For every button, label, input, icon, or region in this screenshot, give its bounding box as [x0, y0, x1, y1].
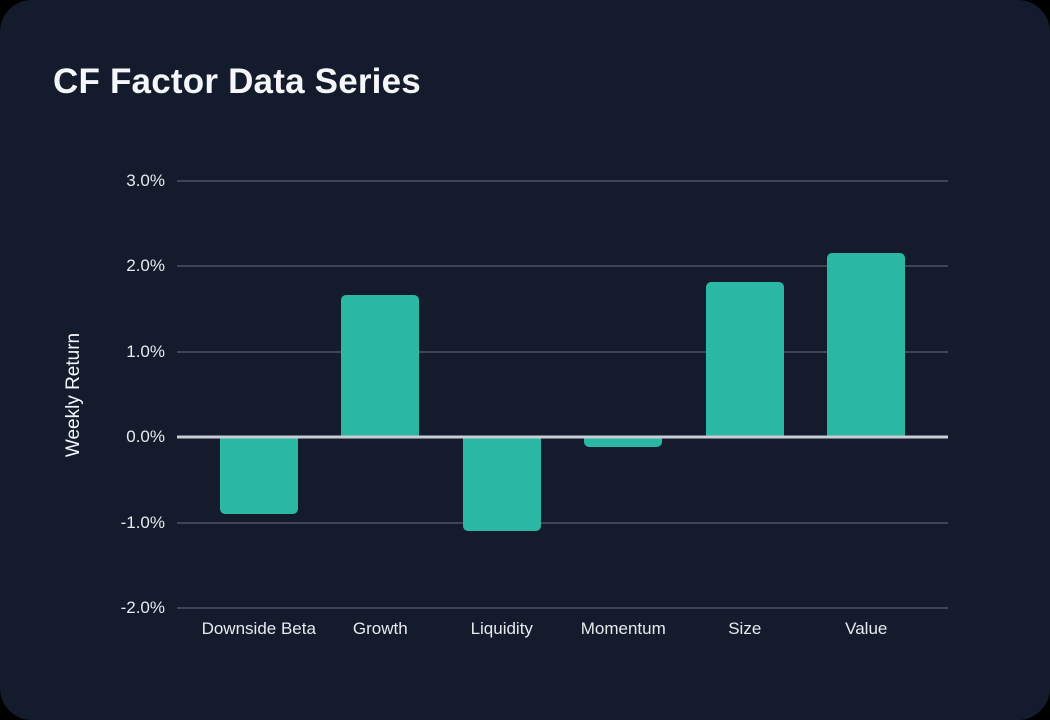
y-axis-title-text: Weekly Return: [63, 332, 85, 457]
y-tick-label: -2.0%: [120, 598, 165, 617]
y-tick-label: 0.0%: [126, 427, 165, 447]
x-axis-label: Momentum: [580, 619, 666, 638]
y-tick-label: 3.0%: [126, 171, 165, 190]
x-axis-label: Value: [845, 619, 888, 638]
gridline: [177, 521, 948, 524]
bar-growth[interactable]: [341, 295, 420, 438]
bar-liquidity[interactable]: [462, 437, 541, 532]
y-tick-label: -1.0%: [120, 512, 165, 532]
gridline: [177, 607, 948, 609]
bar-value[interactable]: [827, 252, 906, 438]
plot-area: 3.0% 2.0% 1.0% 0.0% -1.0% -2.0% Downside Beta G…: [121, 171, 948, 638]
y-tick-label: 1.0%: [126, 341, 165, 361]
gridline: [177, 265, 948, 268]
zero-line: [177, 435, 948, 439]
y-tick-label: 2.0%: [126, 256, 165, 276]
bar-downside-beta[interactable]: [219, 437, 298, 515]
gridline: [177, 350, 948, 353]
bar-momentum[interactable]: [584, 437, 663, 448]
x-axis-label: Growth: [352, 619, 408, 638]
x-axis-label: Liquidity: [470, 619, 533, 638]
x-axis-label: Downside Beta: [201, 619, 316, 638]
x-axis-label: Size: [728, 619, 762, 638]
gridline: [177, 180, 948, 182]
bar-size[interactable]: [705, 281, 784, 438]
page-title: CF Factor Data Series: [53, 62, 421, 101]
y-axis-title: Weekly Return: [52, 181, 96, 608]
